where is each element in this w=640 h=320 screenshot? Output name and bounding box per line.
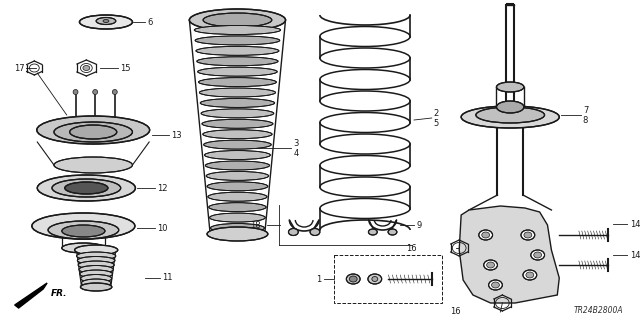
Ellipse shape (523, 270, 537, 280)
Text: 18: 18 (250, 220, 261, 229)
Text: 11: 11 (162, 274, 172, 283)
Ellipse shape (204, 140, 271, 149)
Ellipse shape (372, 276, 378, 282)
Ellipse shape (289, 228, 298, 236)
Ellipse shape (78, 261, 114, 269)
Ellipse shape (77, 257, 115, 265)
Text: 8: 8 (583, 116, 588, 124)
Ellipse shape (48, 221, 119, 239)
Ellipse shape (196, 46, 279, 55)
Ellipse shape (200, 99, 275, 108)
Ellipse shape (534, 252, 541, 258)
Text: 7: 7 (583, 106, 588, 115)
Text: 5: 5 (434, 118, 439, 127)
Ellipse shape (201, 109, 274, 118)
Text: 2: 2 (434, 108, 439, 117)
Ellipse shape (198, 67, 277, 76)
Ellipse shape (369, 229, 377, 235)
Ellipse shape (203, 130, 272, 139)
Ellipse shape (205, 150, 270, 160)
Ellipse shape (79, 15, 132, 29)
Text: FR.: FR. (51, 289, 68, 298)
Ellipse shape (200, 88, 275, 97)
Ellipse shape (482, 232, 490, 238)
Ellipse shape (207, 182, 268, 191)
Ellipse shape (497, 101, 524, 113)
Ellipse shape (207, 227, 268, 241)
Ellipse shape (37, 175, 136, 201)
Text: TR24B2800A: TR24B2800A (573, 306, 623, 315)
Text: 16: 16 (451, 308, 461, 316)
Ellipse shape (488, 280, 502, 290)
Ellipse shape (75, 245, 118, 255)
Ellipse shape (198, 78, 276, 87)
Ellipse shape (524, 232, 532, 238)
Ellipse shape (54, 157, 132, 173)
Ellipse shape (479, 230, 493, 240)
Ellipse shape (81, 275, 112, 283)
Polygon shape (15, 283, 47, 308)
Ellipse shape (497, 82, 524, 92)
Ellipse shape (205, 161, 269, 170)
Ellipse shape (484, 260, 497, 270)
Ellipse shape (96, 18, 116, 25)
Text: 15: 15 (120, 63, 130, 73)
Ellipse shape (476, 107, 545, 123)
Ellipse shape (486, 262, 495, 268)
Text: 17: 17 (13, 63, 24, 73)
Text: 1: 1 (317, 275, 322, 284)
Ellipse shape (62, 243, 105, 253)
Ellipse shape (189, 9, 285, 31)
Ellipse shape (492, 282, 499, 288)
Ellipse shape (203, 13, 272, 27)
Ellipse shape (461, 106, 559, 128)
Ellipse shape (208, 192, 267, 201)
Ellipse shape (32, 213, 135, 239)
Ellipse shape (195, 26, 280, 35)
Ellipse shape (83, 66, 90, 70)
Ellipse shape (81, 283, 112, 291)
Text: 12: 12 (157, 183, 168, 193)
Ellipse shape (526, 272, 534, 278)
Ellipse shape (93, 90, 98, 94)
Text: 16: 16 (406, 244, 417, 252)
Ellipse shape (388, 229, 397, 235)
Ellipse shape (77, 252, 116, 260)
Ellipse shape (202, 119, 273, 128)
Ellipse shape (211, 223, 264, 233)
Ellipse shape (349, 276, 357, 282)
Text: 14: 14 (630, 220, 640, 228)
Ellipse shape (103, 20, 109, 22)
Text: 13: 13 (171, 131, 181, 140)
Ellipse shape (70, 125, 116, 139)
Text: 14: 14 (630, 251, 640, 260)
Ellipse shape (73, 90, 78, 94)
Ellipse shape (531, 250, 545, 260)
Ellipse shape (52, 179, 121, 197)
Polygon shape (459, 206, 559, 303)
Ellipse shape (54, 122, 132, 142)
Ellipse shape (62, 225, 105, 237)
Ellipse shape (210, 213, 265, 222)
Ellipse shape (197, 57, 278, 66)
Ellipse shape (195, 36, 280, 45)
Ellipse shape (368, 274, 381, 284)
Ellipse shape (310, 228, 320, 236)
Ellipse shape (521, 230, 535, 240)
Ellipse shape (80, 270, 113, 278)
Text: 9: 9 (416, 220, 421, 229)
Ellipse shape (346, 274, 360, 284)
Ellipse shape (81, 279, 111, 287)
Ellipse shape (209, 203, 266, 212)
Text: 4: 4 (293, 148, 299, 157)
Ellipse shape (65, 182, 108, 194)
Text: 10: 10 (157, 223, 168, 233)
Text: 6: 6 (147, 18, 152, 27)
Ellipse shape (79, 266, 113, 274)
Ellipse shape (206, 172, 269, 180)
Bar (333, 255, 442, 303)
Text: 3: 3 (293, 139, 299, 148)
Ellipse shape (113, 90, 117, 94)
Ellipse shape (36, 116, 150, 144)
